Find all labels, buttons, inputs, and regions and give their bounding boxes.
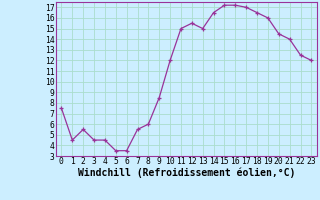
X-axis label: Windchill (Refroidissement éolien,°C): Windchill (Refroidissement éolien,°C)	[78, 168, 295, 178]
